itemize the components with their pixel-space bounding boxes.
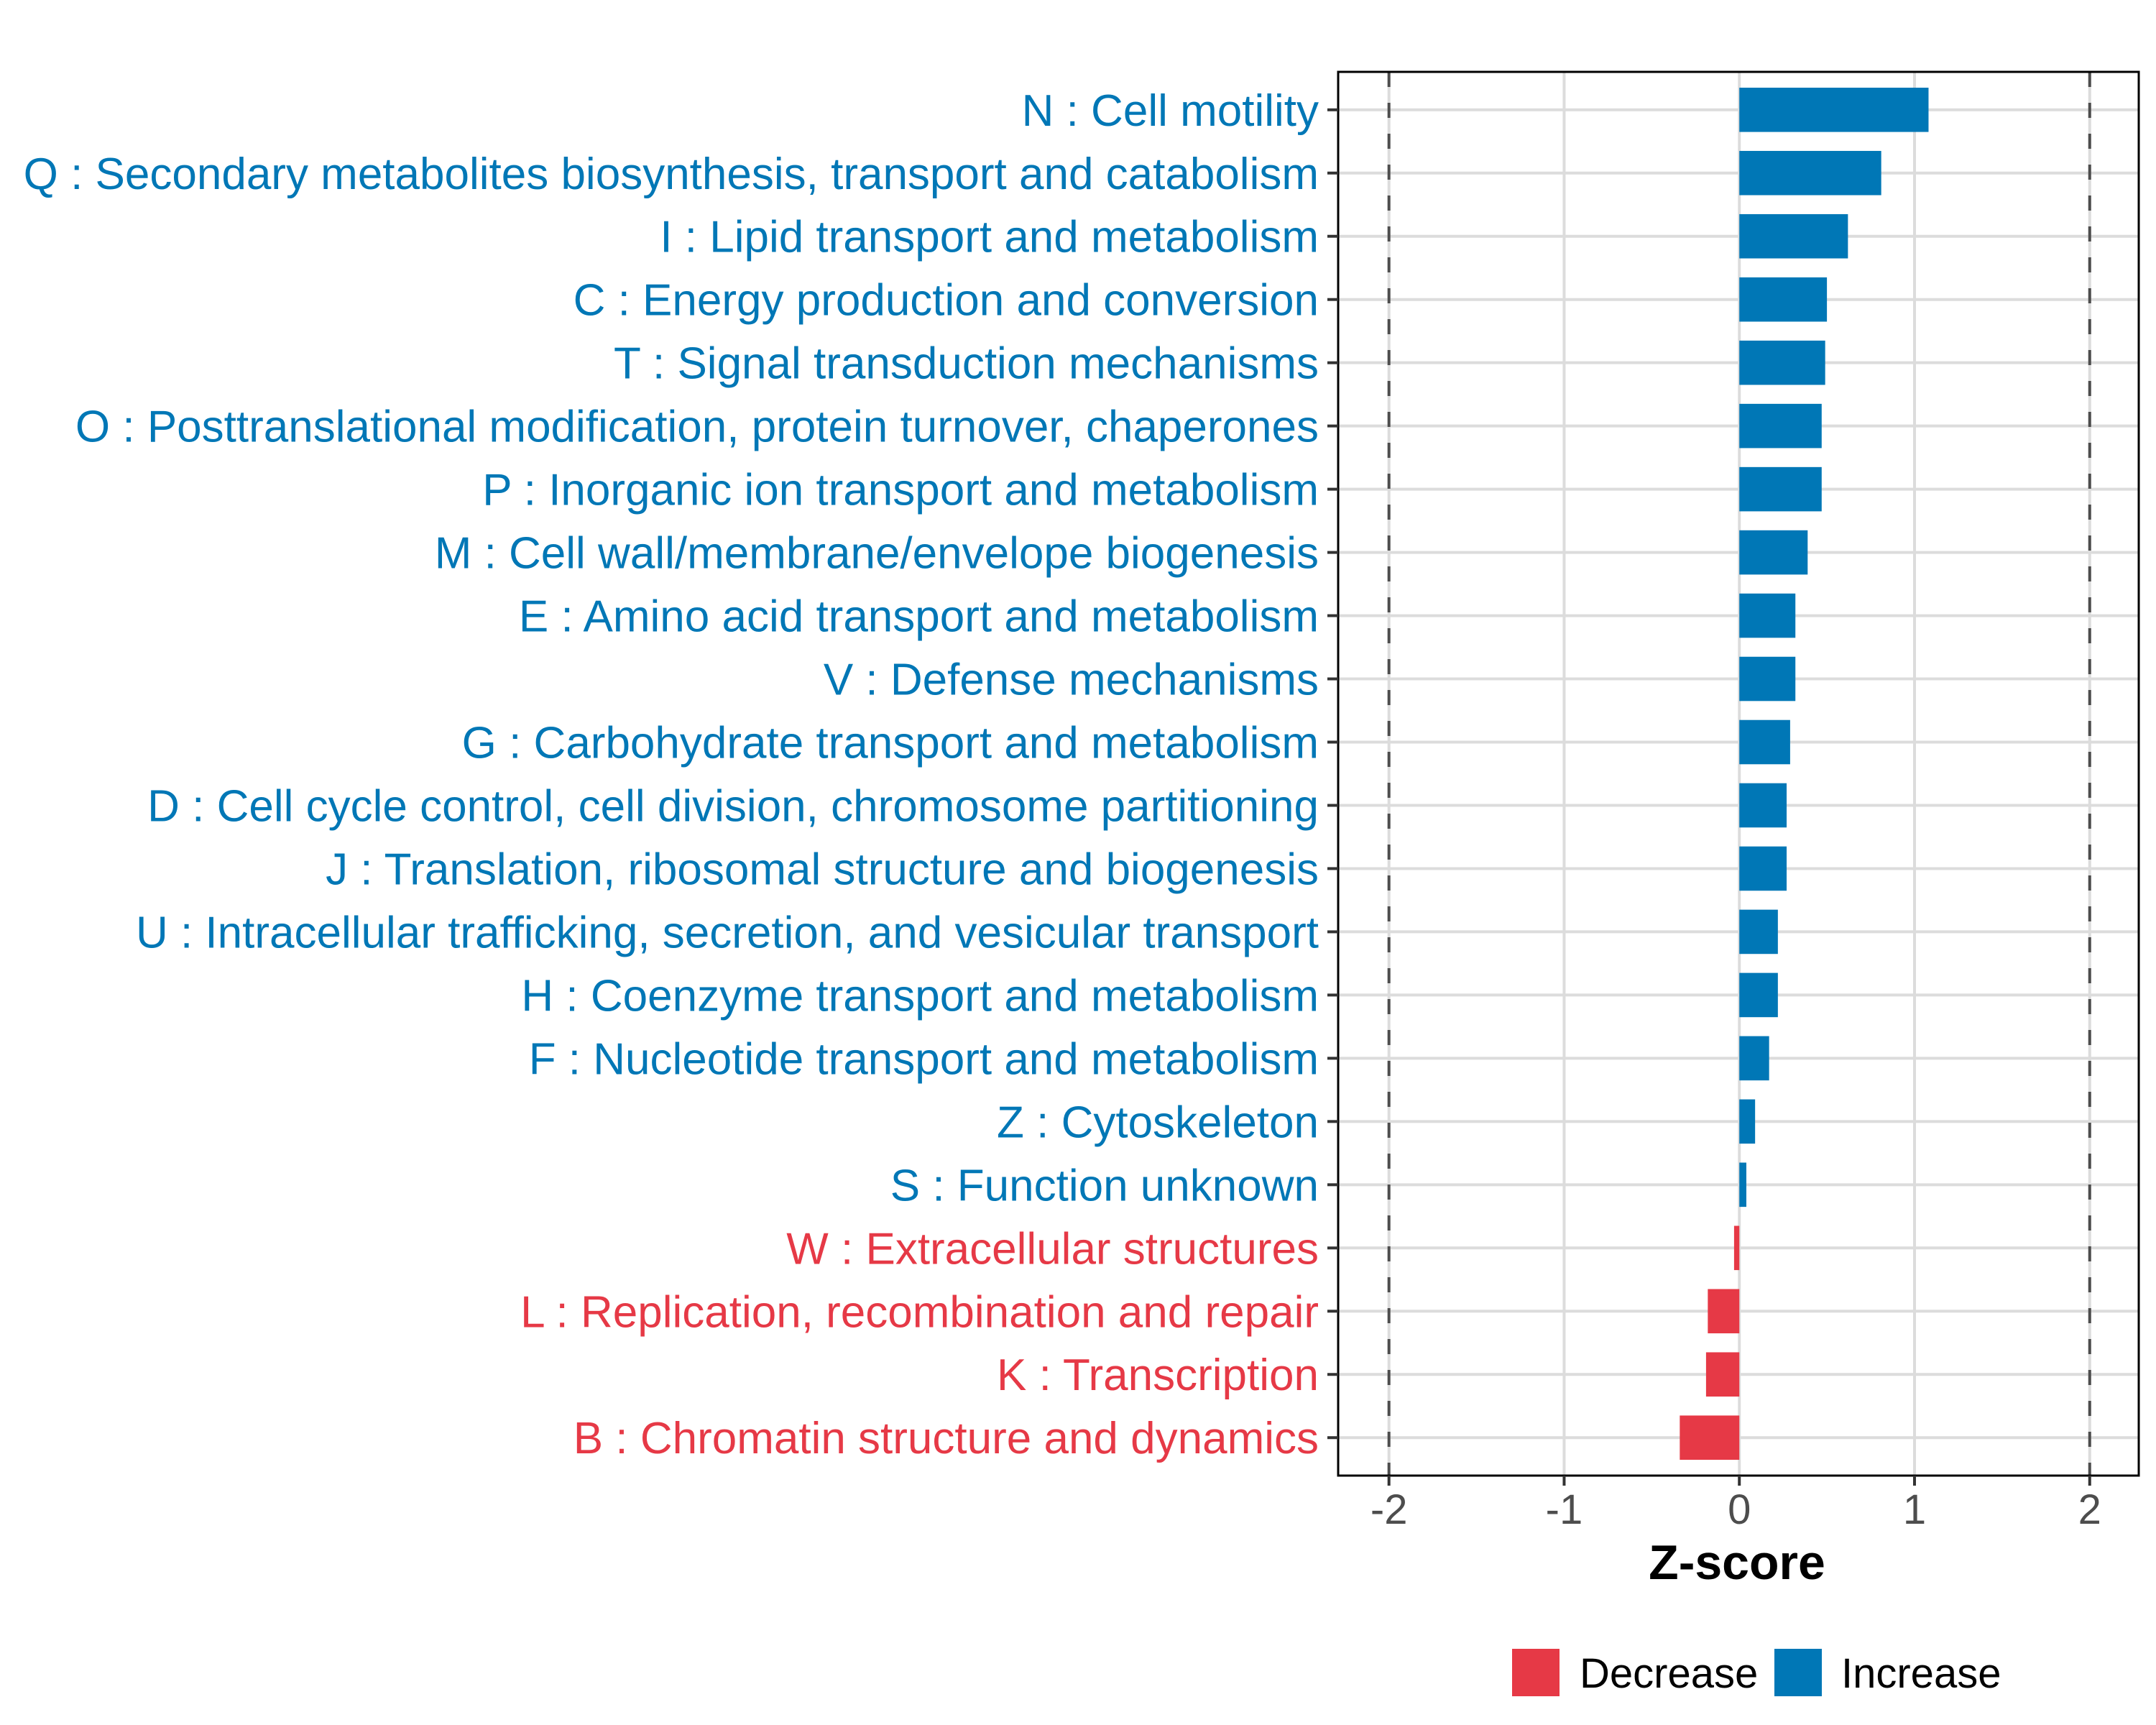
y-tick-label: J : Translation, ribosomal structure and…	[326, 845, 1319, 894]
y-tick-label: F : Nucleotide transport and metabolism	[529, 1034, 1319, 1084]
legend-swatch-increase	[1774, 1649, 1822, 1696]
bar-k	[1705, 1352, 1740, 1397]
legend-swatch-decrease	[1512, 1649, 1560, 1696]
y-tick-label: I : Lipid transport and metabolism	[660, 213, 1319, 262]
y-tick-label: B : Chromatin structure and dynamics	[573, 1414, 1319, 1463]
legend-label-decrease: Decrease	[1580, 1650, 1758, 1697]
bar-layer	[1680, 87, 1929, 1460]
x-tick-label: 0	[1728, 1486, 1751, 1533]
bar-w	[1733, 1225, 1740, 1271]
y-tick-label: H : Coenzyme transport and metabolism	[521, 971, 1319, 1021]
bar-t	[1739, 340, 1825, 385]
x-tick-label: -2	[1370, 1486, 1408, 1533]
y-tick-label: M : Cell wall/membrane/envelope biogenes…	[435, 529, 1319, 579]
bar-u	[1739, 909, 1778, 954]
x-tick-label: 1	[1903, 1486, 1926, 1533]
y-tick-label: G : Carbohydrate transport and metabolis…	[462, 719, 1319, 768]
bar-l	[1708, 1289, 1740, 1334]
legend-label-increase: Increase	[1841, 1650, 2001, 1697]
y-tick-label: W : Extracellular structures	[786, 1224, 1319, 1274]
bar-i	[1739, 213, 1848, 259]
y-tick-label: S : Function unknown	[890, 1161, 1319, 1210]
bar-d	[1739, 783, 1787, 828]
y-tick-label: P : Inorganic ion transport and metaboli…	[482, 466, 1319, 515]
x-tick-label: -1	[1546, 1486, 1583, 1533]
bar-f	[1739, 1036, 1769, 1081]
bar-c	[1739, 277, 1828, 322]
y-tick-label: C : Energy production and conversion	[573, 276, 1319, 326]
bar-e	[1739, 593, 1796, 638]
x-axis: -2 -1 0 1 2	[1370, 1476, 2101, 1533]
bar-v	[1739, 656, 1796, 702]
y-tick-label: K : Transcription	[997, 1351, 1319, 1400]
x-tick-label: 2	[2078, 1486, 2101, 1533]
legend: Decrease Increase	[1512, 1649, 2001, 1697]
y-tick-label: L : Replication, recombination and repai…	[520, 1287, 1319, 1337]
bar-s	[1739, 1162, 1746, 1208]
y-tick-label: N : Cell motility	[1022, 86, 1319, 136]
bar-n	[1739, 87, 1929, 132]
y-tick-label: E : Amino acid transport and metabolism	[519, 592, 1319, 642]
bar-m	[1739, 530, 1808, 575]
y-tick-label: O : Posttranslational modification, prot…	[75, 402, 1319, 452]
bar-p	[1739, 466, 1822, 512]
y-tick-label: D : Cell cycle control, cell division, c…	[147, 781, 1319, 831]
bar-g	[1739, 719, 1790, 765]
y-tick-label: Q : Secondary metabolites biosynthesis, …	[24, 150, 1319, 199]
bar-j	[1739, 846, 1787, 891]
bar-z	[1739, 1099, 1756, 1144]
y-tick-label: T : Signal transduction mechanisms	[614, 339, 1319, 389]
y-axis: N : Cell motility Q : Secondary metabolit…	[24, 86, 1338, 1463]
y-tick-label: U : Intracellular trafficking, secretion…	[136, 908, 1319, 957]
x-axis-title: Z-score	[1649, 1535, 1825, 1590]
bar-h	[1739, 972, 1778, 1018]
bar-q	[1739, 150, 1881, 196]
y-tick-label: Z : Cytoskeleton	[997, 1098, 1319, 1147]
bar-b	[1680, 1415, 1740, 1460]
y-tick-label: V : Defense mechanisms	[824, 656, 1319, 705]
bar-o	[1739, 403, 1822, 448]
